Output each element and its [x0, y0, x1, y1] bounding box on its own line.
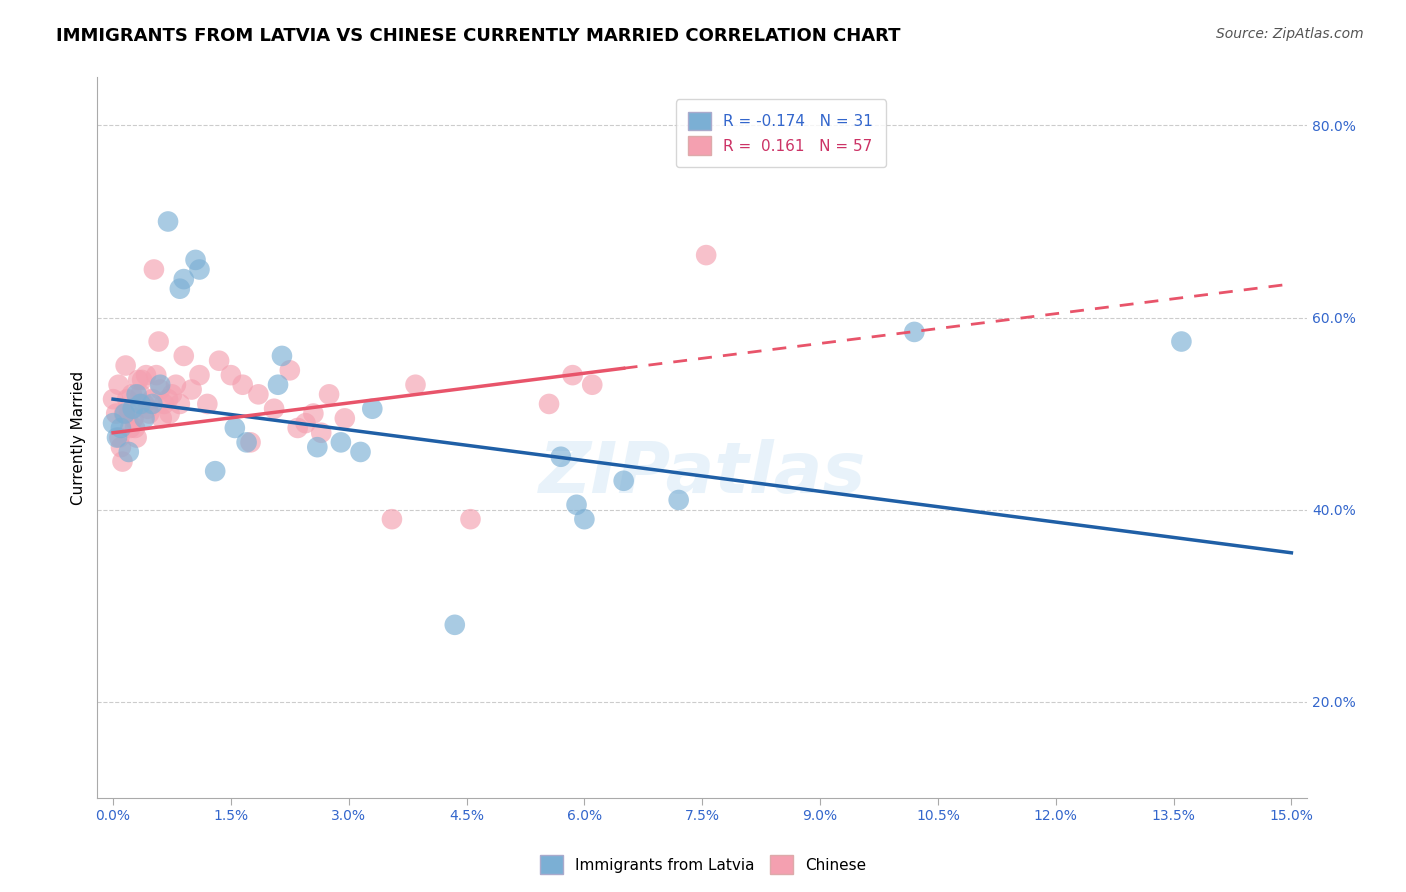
- Y-axis label: Currently Married: Currently Married: [72, 370, 86, 505]
- Point: [150, 411, 173, 425]
- Point: [125, 431, 148, 445]
- Point: [134, 397, 156, 411]
- Point: [271, 349, 294, 363]
- Point: [538, 397, 561, 411]
- Text: Source: ZipAtlas.com: Source: ZipAtlas.com: [1216, 27, 1364, 41]
- Point: [180, 383, 202, 397]
- Point: [145, 368, 167, 383]
- Point: [105, 407, 128, 421]
- Point: [120, 421, 142, 435]
- Point: [1170, 334, 1192, 349]
- Point: [141, 397, 163, 411]
- Point: [219, 368, 242, 383]
- Point: [136, 401, 159, 416]
- Point: [110, 440, 132, 454]
- Point: [159, 407, 181, 421]
- Point: [108, 431, 131, 445]
- Point: [184, 252, 207, 267]
- Point: [165, 377, 187, 392]
- Point: [247, 387, 270, 401]
- Point: [188, 368, 211, 383]
- Point: [101, 392, 124, 406]
- Point: [169, 282, 191, 296]
- Point: [278, 363, 301, 377]
- Legend: Immigrants from Latvia, Chinese: Immigrants from Latvia, Chinese: [534, 849, 872, 880]
- Point: [149, 377, 172, 392]
- Point: [121, 387, 143, 401]
- Point: [114, 407, 136, 421]
- Point: [134, 411, 156, 425]
- Point: [149, 383, 172, 397]
- Point: [232, 377, 254, 392]
- Point: [129, 387, 152, 401]
- Point: [550, 450, 572, 464]
- Point: [118, 407, 141, 421]
- Text: ZIPatlas: ZIPatlas: [538, 439, 866, 508]
- Point: [173, 272, 195, 286]
- Point: [349, 445, 371, 459]
- Point: [173, 349, 195, 363]
- Point: [107, 377, 129, 392]
- Point: [131, 373, 153, 387]
- Point: [195, 397, 218, 411]
- Point: [287, 421, 309, 435]
- Point: [581, 377, 603, 392]
- Text: IMMIGRANTS FROM LATVIA VS CHINESE CURRENTLY MARRIED CORRELATION CHART: IMMIGRANTS FROM LATVIA VS CHINESE CURREN…: [56, 27, 901, 45]
- Point: [124, 421, 146, 435]
- Point: [224, 421, 246, 435]
- Point: [101, 416, 124, 430]
- Point: [263, 401, 285, 416]
- Point: [309, 425, 332, 440]
- Point: [361, 401, 384, 416]
- Point: [235, 435, 257, 450]
- Point: [141, 392, 163, 406]
- Point: [443, 617, 465, 632]
- Point: [169, 397, 191, 411]
- Point: [118, 445, 141, 459]
- Point: [121, 401, 143, 416]
- Point: [115, 392, 138, 406]
- Legend: R = -0.174   N = 31, R =  0.161   N = 57: R = -0.174 N = 31, R = 0.161 N = 57: [676, 100, 886, 168]
- Point: [333, 411, 356, 425]
- Point: [157, 392, 180, 406]
- Point: [307, 440, 329, 454]
- Point: [208, 353, 231, 368]
- Point: [302, 407, 325, 421]
- Point: [157, 214, 180, 228]
- Point: [138, 407, 160, 421]
- Point: [903, 325, 925, 339]
- Point: [561, 368, 583, 383]
- Point: [153, 397, 176, 411]
- Point: [112, 407, 135, 421]
- Point: [574, 512, 596, 526]
- Point: [122, 411, 145, 425]
- Point: [329, 435, 352, 450]
- Point: [160, 387, 183, 401]
- Point: [127, 373, 149, 387]
- Point: [135, 368, 157, 383]
- Point: [695, 248, 717, 262]
- Point: [447, 838, 470, 853]
- Point: [129, 397, 152, 411]
- Point: [110, 421, 132, 435]
- Point: [148, 334, 170, 349]
- Point: [142, 262, 165, 277]
- Point: [125, 387, 148, 401]
- Point: [668, 493, 690, 508]
- Point: [565, 498, 588, 512]
- Point: [613, 474, 636, 488]
- Point: [405, 377, 427, 392]
- Point: [111, 454, 134, 468]
- Point: [460, 512, 482, 526]
- Point: [267, 377, 290, 392]
- Point: [381, 512, 404, 526]
- Point: [188, 262, 211, 277]
- Point: [114, 359, 136, 373]
- Point: [294, 416, 316, 430]
- Point: [204, 464, 226, 478]
- Point: [239, 435, 262, 450]
- Point: [105, 431, 128, 445]
- Point: [318, 387, 340, 401]
